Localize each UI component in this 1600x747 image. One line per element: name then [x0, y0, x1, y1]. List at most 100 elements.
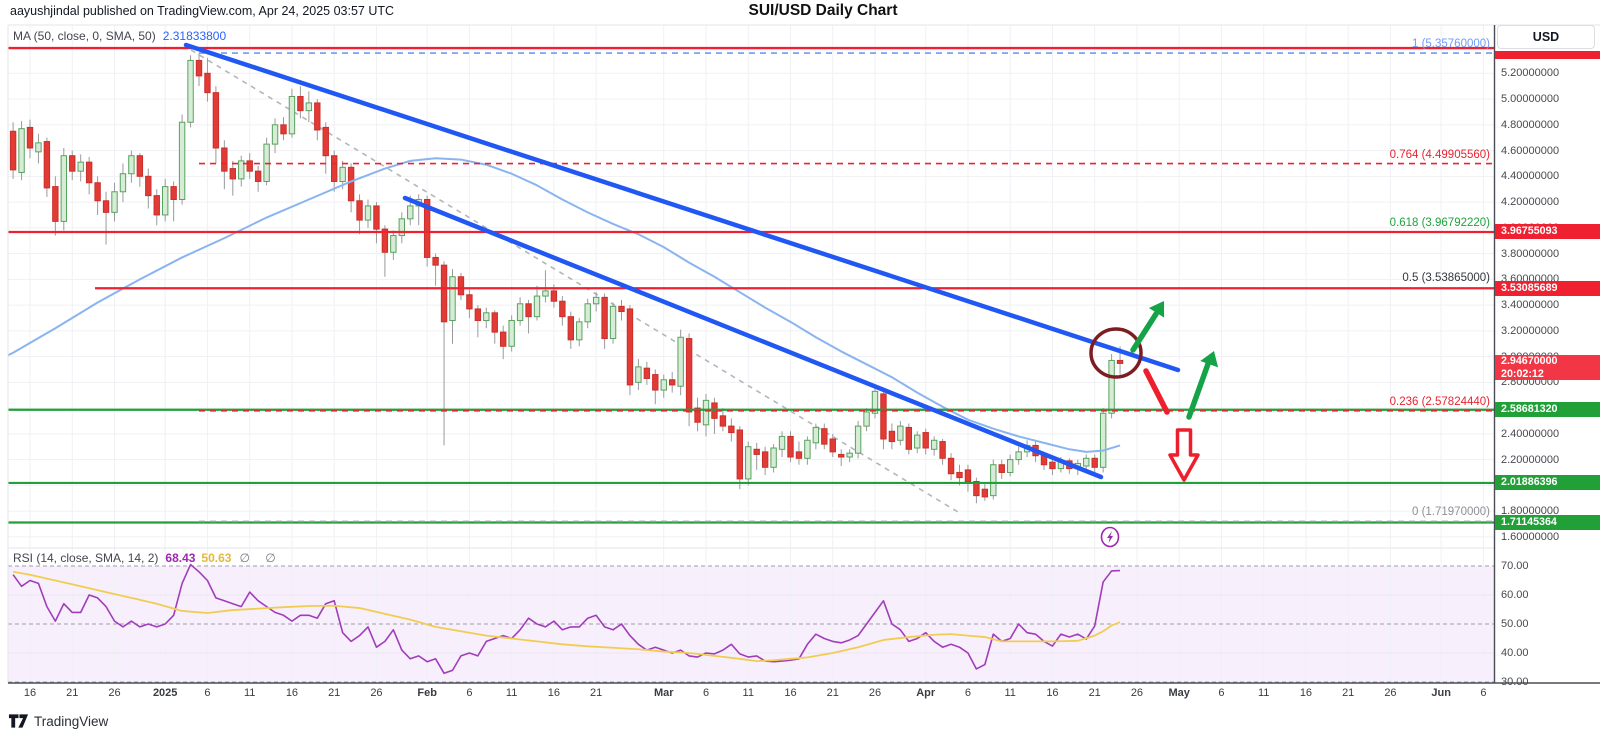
ma-legend[interactable]: MA (50, close, 0, SMA, 50) 2.31833800: [13, 29, 226, 43]
candle-down: [694, 407, 701, 423]
byline: aayushjindal published on TradingView.co…: [10, 4, 395, 18]
candle-down: [85, 161, 93, 184]
candle-down: [170, 186, 177, 200]
time-tick: 2025: [152, 687, 178, 699]
support-resistance-lines: [8, 46, 1494, 524]
time-tick: 11: [505, 687, 518, 699]
candle-up: [770, 447, 777, 468]
down-arrow-icon: [1168, 428, 1200, 482]
candle-up: [1083, 457, 1090, 467]
candle-down: [466, 294, 473, 310]
candle-up: [1099, 412, 1107, 468]
time-tick: Feb: [417, 687, 437, 699]
candle-down: [246, 160, 253, 172]
candle-up: [339, 166, 346, 182]
time-tick: 21: [590, 687, 603, 699]
currency-button[interactable]: USD: [1497, 25, 1595, 49]
candle-up: [111, 191, 118, 213]
candle-down: [1049, 461, 1056, 470]
blue-trendlines: [183, 42, 1181, 480]
time-tick: 11: [1257, 687, 1270, 699]
time-tick: 11: [1004, 687, 1016, 699]
time-tick: May: [1168, 687, 1190, 699]
pullback-segment: [1143, 368, 1170, 415]
candle-up: [483, 312, 490, 322]
candle-down: [432, 256, 439, 266]
candle-up: [584, 303, 591, 323]
candle-down: [69, 155, 76, 172]
candle-down: [491, 312, 498, 333]
candle-down: [922, 432, 929, 449]
price-tick: 4.20000000: [1501, 196, 1560, 209]
rsi-signal-line: [12, 570, 1121, 663]
candle-down: [94, 182, 101, 202]
candle-up: [609, 305, 617, 340]
candle-down: [423, 198, 431, 258]
rsi-legend[interactable]: RSI (14, close, SMA, 14, 2) 68.43 50.63 ∅ ∅: [13, 551, 282, 565]
tradingview-logo-text: TradingView: [34, 713, 109, 729]
ma-50-line: [7, 157, 1121, 453]
candle-down: [829, 438, 836, 453]
time-tick: 11: [742, 687, 754, 699]
time-tick: 21: [1088, 687, 1101, 699]
candle-up: [702, 399, 710, 426]
rsi-legend-label: RSI (14, close, SMA, 14, 2): [13, 551, 159, 565]
candle-down: [381, 228, 389, 253]
time-tick: Apr: [916, 687, 936, 699]
fib-level-label: 0 (1.71970000): [1411, 506, 1490, 519]
price-tick: 4.60000000: [1501, 144, 1560, 157]
time-tick: 6: [204, 687, 211, 699]
time-tick: 16: [23, 687, 37, 699]
pane-borders: [7, 24, 1600, 684]
candle-up: [897, 425, 904, 441]
candle-down: [136, 155, 144, 177]
candle-down: [212, 92, 220, 149]
candle-down: [643, 367, 651, 379]
rsi-line: [12, 563, 1121, 675]
time-tick: 6: [702, 687, 710, 699]
candle-up: [390, 235, 397, 253]
rsi-tick: 40.00: [1501, 647, 1529, 659]
candle-down: [525, 303, 532, 318]
candle-down: [998, 464, 1005, 473]
candle-up: [804, 439, 811, 459]
candle-up: [846, 452, 853, 458]
candle-down: [947, 457, 955, 475]
time-tick: Mar: [653, 687, 674, 699]
rsi-tick: 60.00: [1501, 589, 1529, 601]
candle-up: [516, 303, 524, 322]
candle-down: [964, 469, 972, 482]
price-tick: 5.00000000: [1501, 93, 1560, 106]
candle-up: [533, 295, 541, 318]
time-tick: 6: [1218, 687, 1225, 699]
candle-down: [652, 374, 659, 391]
price-tick: 2.40000000: [1501, 427, 1560, 440]
time-tick: 16: [285, 687, 299, 699]
candle-down: [626, 308, 634, 386]
candles-layer: [9, 53, 1124, 504]
candle-down: [719, 415, 727, 427]
candle-down: [9, 130, 17, 171]
price-tick: 4.40000000: [1501, 170, 1560, 183]
candle-down: [102, 200, 110, 213]
price-tick: 1.60000000: [1501, 530, 1560, 543]
candle-down: [500, 331, 507, 347]
candle-down: [322, 126, 329, 157]
candle-up: [990, 464, 997, 497]
candle-down: [26, 126, 34, 149]
fib-level-label: 0.236 (2.57824440): [1389, 395, 1490, 408]
candle-up: [35, 142, 42, 153]
candle-up: [119, 173, 127, 193]
price-tick: 3.20000000: [1501, 324, 1560, 337]
candle-down: [956, 471, 963, 479]
rsi-tick: 30.00: [1501, 676, 1529, 688]
tradingview-logo[interactable]: TradingView: [8, 711, 108, 731]
time-tick: 16: [784, 687, 797, 699]
time-tick: 21: [1342, 687, 1355, 699]
candle-down: [753, 448, 760, 455]
time-tick: 6: [466, 687, 473, 699]
breakout-circle: [1089, 327, 1143, 379]
candle-down: [888, 430, 896, 443]
time-tick: 26: [1130, 687, 1144, 699]
